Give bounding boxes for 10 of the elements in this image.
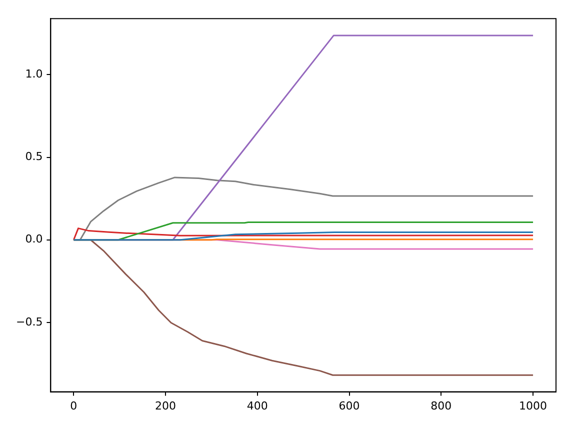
x-tick-label: 1000 [519, 399, 548, 412]
y-tick-label: −0.5 [16, 315, 43, 328]
x-tick-label: 400 [246, 399, 268, 412]
x-tick-label: 200 [155, 399, 176, 412]
y-tick-label: 1.0 [25, 68, 43, 81]
x-tick-label: 800 [430, 399, 452, 412]
x-tick-label: 0 [70, 399, 78, 412]
y-tick-label: 0.0 [25, 232, 43, 246]
x-tick-label: 600 [338, 399, 360, 412]
y-tick-label: 0.5 [25, 150, 43, 164]
